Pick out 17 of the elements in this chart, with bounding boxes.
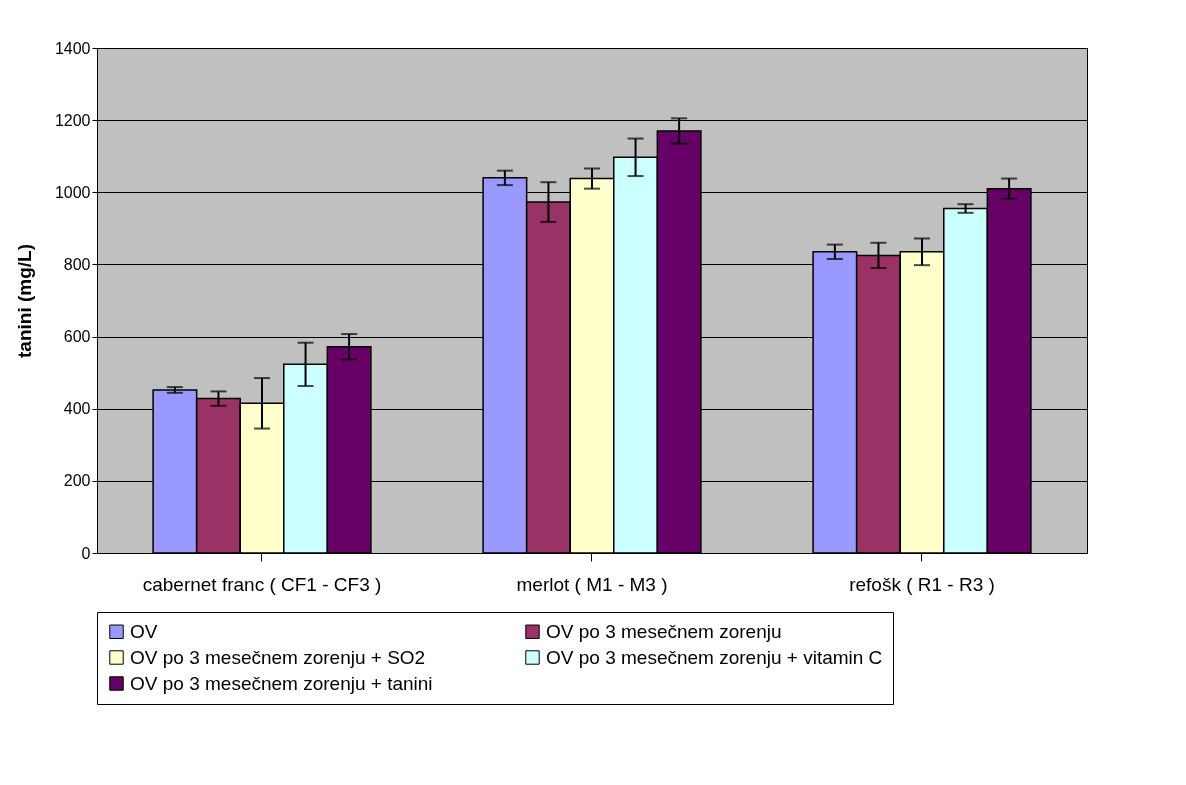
y-tick-label: 600 <box>63 328 91 346</box>
y-tick-label: 200 <box>63 472 91 490</box>
legend-label: OV po 3 mesečnem zorenju + SO2 <box>130 646 426 668</box>
y-tick-label: 800 <box>63 255 91 273</box>
y-tick-label: 1400 <box>54 39 91 57</box>
y-tick-label: 0 <box>81 544 91 562</box>
x-tick-label: cabernet franc ( CF1 - CF3 ) <box>142 573 382 595</box>
y-tick-label: 1200 <box>54 111 91 129</box>
y-tick-label: 400 <box>63 400 91 418</box>
x-tick-label: refošk ( R1 - R3 ) <box>849 573 995 595</box>
x-tick-label: merlot ( M1 - M3 ) <box>516 573 668 595</box>
y-tick-label: 1000 <box>54 183 91 201</box>
legend-label: OV po 3 mesečnem zorenju + vitamin C <box>546 646 883 668</box>
y-axis-title: tanini (mg/L) <box>13 244 35 358</box>
legend-label: OV po 3 mesečnem zorenju <box>546 620 782 642</box>
legend-label: OV <box>130 620 158 642</box>
legend-label: OV po 3 mesečnem zorenju + tanini <box>130 672 433 694</box>
